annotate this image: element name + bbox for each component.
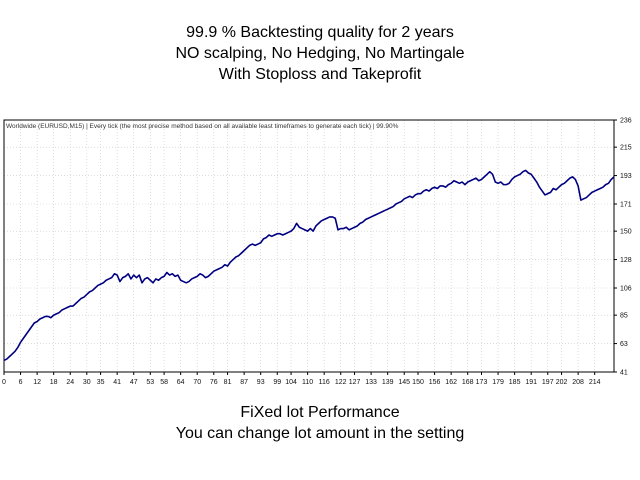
y-tick-label: 171 <box>620 202 632 209</box>
x-tick-label: 122 <box>335 379 347 386</box>
x-tick-label: 191 <box>525 379 537 386</box>
equity-chart: Worldwide (EURUSD,M15) | Every tick (the… <box>2 118 632 387</box>
y-tick-label: 193 <box>620 173 632 180</box>
x-tick-label: 214 <box>589 379 601 386</box>
x-tick-label: 150 <box>412 379 424 386</box>
y-tick-label: 236 <box>620 118 632 125</box>
y-tick-label: 128 <box>620 257 632 264</box>
x-tick-label: 99 <box>273 379 281 386</box>
x-tick-label: 162 <box>445 379 457 386</box>
headline-bottom: FiXed lot Performance You can change lot… <box>0 402 640 444</box>
x-tick-label: 70 <box>193 379 201 386</box>
x-tick-label: 87 <box>240 379 248 386</box>
y-axis-ticks: 236 215 193 171 150 128 106 85 63 41 <box>614 118 632 377</box>
plot-frame <box>3 119 615 373</box>
x-tick-label: 173 <box>476 379 488 386</box>
x-tick-label: 156 <box>429 379 441 386</box>
x-tick-label: 12 <box>33 379 41 386</box>
x-tick-label: 58 <box>160 379 168 386</box>
y-tick-label: 106 <box>620 286 632 293</box>
y-tick-label: 215 <box>620 145 632 152</box>
x-tick-label: 133 <box>365 379 377 386</box>
chart-info-text: Worldwide (EURUSD,M15) | Every tick (the… <box>6 123 399 130</box>
y-tick-label: 63 <box>620 341 628 348</box>
x-tick-label: 139 <box>382 379 394 386</box>
x-tick-label: 168 <box>462 379 474 386</box>
x-tick-label: 47 <box>130 379 138 386</box>
x-tick-label: 53 <box>146 379 154 386</box>
x-tick-label: 24 <box>66 379 74 386</box>
x-tick-label: 110 <box>302 379 313 386</box>
series-line <box>3 169 615 362</box>
x-tick-label: 64 <box>177 379 185 386</box>
headline-top-line-3: With Stoploss and Takeprofit <box>218 66 422 83</box>
x-tick-label: 185 <box>509 379 521 386</box>
x-tick-label: 35 <box>97 379 105 386</box>
headline-top: 99.9 % Backtesting quality for 2 years N… <box>0 22 640 85</box>
x-tick-label: 93 <box>257 379 265 386</box>
x-tick-label: 202 <box>556 379 568 386</box>
x-tick-label: 30 <box>83 379 91 386</box>
x-tick-label: 6 <box>19 379 23 386</box>
x-tick-label: 197 <box>542 379 554 386</box>
y-tick-label: 85 <box>620 313 628 320</box>
x-axis-ticks: 0 6 12 18 24 30 35 41 47 53 58 64 70 76 81 87 93 99 104 110… <box>2 372 601 386</box>
x-tick-label: 127 <box>349 379 361 386</box>
x-tick-label: 179 <box>492 379 504 386</box>
x-tick-label: 104 <box>285 379 297 386</box>
x-tick-label: 18 <box>50 379 58 386</box>
x-tick-label: 116 <box>319 379 330 386</box>
headline-bottom-line-2: You can change lot amount in the setting <box>175 425 465 442</box>
headline-top-line-2: NO scalping, No Hedging, No Martingale <box>175 45 465 62</box>
chart-grid <box>3 119 614 373</box>
x-tick-label: 81 <box>224 379 232 386</box>
y-tick-label: 41 <box>620 370 628 377</box>
headline-top-line-1: 99.9 % Backtesting quality for 2 years <box>186 24 454 41</box>
y-tick-label: 150 <box>620 229 632 236</box>
x-tick-label: 145 <box>398 379 410 386</box>
x-tick-label: 208 <box>572 379 584 386</box>
x-tick-label: 0 <box>2 379 6 386</box>
chart-panel: Worldwide (EURUSD,M15) | Every tick (the… <box>0 112 640 388</box>
headline-bottom-line-1: FiXed lot Performance <box>240 404 400 421</box>
x-tick-label: 76 <box>210 379 218 386</box>
x-tick-label: 41 <box>113 379 121 386</box>
